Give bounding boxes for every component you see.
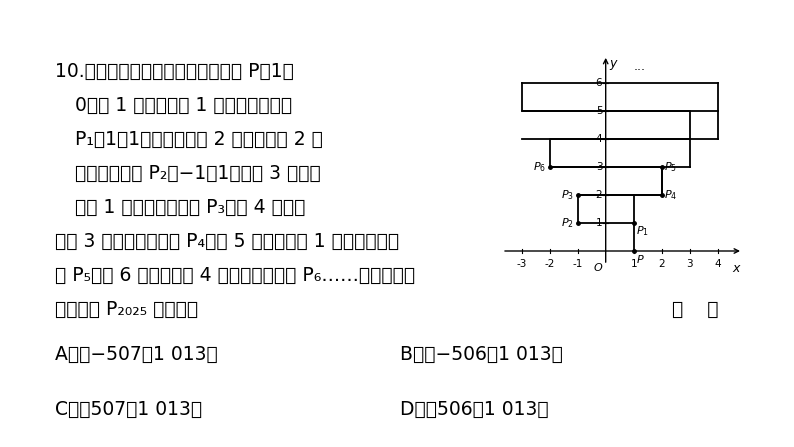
Text: $P_{6}$: $P_{6}$ xyxy=(534,160,546,174)
Text: 点 P₅，第 6 次向左跳动 4 个单位长度至点 P₆……按照此跳动: 点 P₅，第 6 次向左跳动 4 个单位长度至点 P₆……按照此跳动 xyxy=(55,266,415,285)
Text: 2: 2 xyxy=(658,259,665,269)
Text: 规律，点 P₂₀₂₅ 的坐标是: 规律，点 P₂₀₂₅ 的坐标是 xyxy=(55,300,198,319)
Text: P₁（1，1），紧接着第 2 次向左跳动 2 个: P₁（1，1），紧接着第 2 次向左跳动 2 个 xyxy=(75,130,323,149)
Text: 4: 4 xyxy=(715,259,721,269)
Text: $P_{2}$: $P_{2}$ xyxy=(561,216,574,230)
Text: 6: 6 xyxy=(596,78,603,88)
Text: -2: -2 xyxy=(545,259,555,269)
Text: 1: 1 xyxy=(596,218,603,228)
Text: -1: -1 xyxy=(572,259,583,269)
Text: $x$: $x$ xyxy=(732,261,742,274)
Text: $P$: $P$ xyxy=(636,253,645,265)
Text: D．（506，1 013）: D．（506，1 013） xyxy=(400,400,549,419)
Text: C．（507，1 013）: C．（507，1 013） xyxy=(55,400,202,419)
Text: 3: 3 xyxy=(596,162,603,172)
Text: 10.如图，在平面直角坐标系中，点 P（1，: 10.如图，在平面直角坐标系中，点 P（1， xyxy=(55,62,294,81)
Text: A．（−507，1 013）: A．（−507，1 013） xyxy=(55,345,218,364)
Text: 0）第 1 次向上跳动 1 个单位长度至点: 0）第 1 次向上跳动 1 个单位长度至点 xyxy=(75,96,292,115)
Text: 1: 1 xyxy=(630,259,637,269)
Text: 4: 4 xyxy=(596,134,603,144)
Text: B．（−506，1 013）: B．（−506，1 013） xyxy=(400,345,563,364)
Text: $O$: $O$ xyxy=(592,261,603,273)
Text: 3: 3 xyxy=(686,259,693,269)
Text: （    ）: （ ） xyxy=(672,300,719,319)
Text: -3: -3 xyxy=(517,259,527,269)
Text: $P_{5}$: $P_{5}$ xyxy=(664,160,677,174)
Text: $P_{1}$: $P_{1}$ xyxy=(636,224,649,238)
Text: 单位长度至点 P₂（−1，1），第 3 次向上: 单位长度至点 P₂（−1，1），第 3 次向上 xyxy=(75,164,321,183)
Text: ...: ... xyxy=(634,60,646,73)
Text: 2: 2 xyxy=(596,190,603,200)
Text: $P_{3}$: $P_{3}$ xyxy=(561,188,574,202)
Text: $y$: $y$ xyxy=(609,58,619,72)
Text: $P_{4}$: $P_{4}$ xyxy=(664,188,677,202)
Text: 5: 5 xyxy=(596,106,603,116)
Text: 跳动 1 个单位长度至点 P₃，第 4 次向右: 跳动 1 个单位长度至点 P₃，第 4 次向右 xyxy=(75,198,306,217)
Text: 跳动 3 个单位长度至点 P₄，第 5 次向上跳动 1 个单位长度至: 跳动 3 个单位长度至点 P₄，第 5 次向上跳动 1 个单位长度至 xyxy=(55,232,399,251)
